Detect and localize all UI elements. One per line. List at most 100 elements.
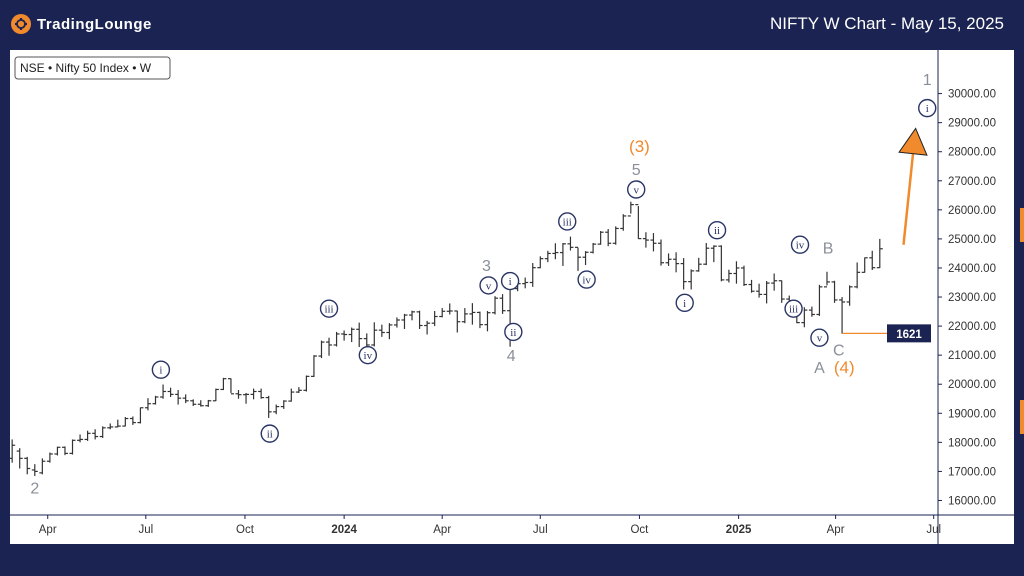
- wave-label-primary: 5: [632, 162, 641, 179]
- x-tick-label: Oct: [630, 524, 649, 536]
- ohlc-bar: [295, 387, 302, 393]
- projection-arrow-head: [898, 127, 928, 156]
- ohlc-bar: [823, 271, 830, 288]
- ohlc-bar: [265, 395, 272, 418]
- ohlc-bar: [378, 324, 385, 337]
- ohlc-bar: [122, 417, 129, 427]
- symbol-label-border: [14, 56, 171, 80]
- ohlc-bar: [280, 400, 287, 409]
- wave-label-minor: iv: [790, 235, 810, 254]
- ohlc-bar: [763, 281, 770, 304]
- ohlc-bar: [567, 236, 574, 251]
- ohlc-bar: [801, 307, 808, 328]
- wave-label-minor: i: [500, 271, 520, 291]
- ohlc-bar: [703, 242, 710, 266]
- ohlc-bar: [409, 310, 416, 321]
- ohlc-bar: [182, 394, 189, 404]
- ohlc-bar: [869, 250, 876, 271]
- ohlc-bar: [839, 297, 846, 334]
- ohlc-bar: [144, 398, 151, 411]
- ohlc-bar: [816, 284, 823, 316]
- wave-text: v: [817, 333, 823, 345]
- ohlc-bar: [31, 464, 38, 477]
- y-tick-label: 28000.00: [948, 147, 996, 159]
- side-tab-bottom: [1020, 400, 1024, 434]
- ohlc-bar: [371, 322, 378, 347]
- axes-layer: 30000.00 29000.00 28000.00 27000.00 26000.00…: [10, 50, 1014, 544]
- ohlc-bar: [401, 313, 408, 329]
- ohlc-bar: [54, 446, 61, 456]
- ohlc-bar: [808, 306, 815, 317]
- ohlc-bar: [642, 232, 649, 248]
- ohlc-bar: [854, 262, 861, 289]
- chart-title: NIFTY W Chart - May 15, 2025: [770, 14, 1004, 33]
- wave-text: ii: [714, 225, 720, 237]
- y-tick-label: 18000.00: [948, 437, 996, 449]
- ohlc-bar: [537, 256, 544, 269]
- wave-label-primary: 1: [923, 72, 932, 89]
- x-tick-label: Oct: [236, 524, 255, 536]
- ohlc-bar: [476, 311, 483, 329]
- ohlc-bar: [167, 387, 174, 398]
- ohlc-bar: [529, 263, 536, 287]
- wave-label-minor: iii: [784, 299, 803, 318]
- chart-frame: 2 i ii iii iv 3 v i ii 4 iii iv 5 v (3) i ii iii iv v A B C (4)…: [10, 50, 1014, 544]
- wave-circle: [918, 98, 937, 118]
- wave-text: i: [509, 276, 512, 288]
- ohlc-bar: [235, 390, 242, 399]
- ohlc-bar: [597, 231, 604, 245]
- ohlc-bar: [310, 355, 317, 377]
- ohlc-bar: [227, 378, 234, 395]
- ohlc-bar: [876, 238, 883, 269]
- y-tick-label: 16000.00: [948, 495, 996, 507]
- ohlc-bar: [190, 399, 197, 407]
- x-tick-label: 2025: [726, 524, 752, 536]
- ohlc-bar: [114, 419, 121, 428]
- wave-circle: [707, 220, 727, 240]
- ohlc-bar: [627, 201, 634, 217]
- wave-circle: [675, 293, 694, 313]
- wave-text: v: [486, 280, 492, 292]
- wave-circle: [151, 360, 171, 379]
- ohlc-bar: [326, 337, 333, 356]
- ohlc-bar: [243, 392, 250, 404]
- ohlc-bar: [220, 377, 227, 391]
- wave-circle: [319, 299, 339, 318]
- ohlc-bar: [846, 285, 853, 306]
- wave-text: i: [683, 298, 686, 310]
- price-bars-layer: [10, 201, 883, 477]
- ohlc-bar: [492, 296, 499, 315]
- ohlc-bar: [710, 245, 717, 263]
- ohlc-bar: [92, 429, 99, 440]
- ohlc-bar: [160, 384, 167, 399]
- wave-text: i: [926, 103, 929, 115]
- ohlc-bar: [695, 257, 702, 272]
- y-tick-label: 19000.00: [948, 408, 996, 420]
- ohlc-bar: [205, 399, 212, 407]
- ohlc-bar: [590, 242, 597, 254]
- ohlc-bar: [461, 308, 468, 324]
- ohlc-bar: [673, 252, 680, 273]
- wave-text: v: [633, 185, 639, 197]
- ohlc-bar: [778, 280, 785, 303]
- ohlc-bar: [69, 439, 76, 455]
- wave-circle: [784, 299, 803, 318]
- price-tag: 1621: [887, 324, 931, 343]
- wave-label-minor: v: [479, 276, 498, 295]
- wave-label-primary: 3: [482, 258, 491, 275]
- ohlc-bar: [688, 269, 695, 290]
- ohlc-bar: [197, 400, 204, 407]
- ohlc-bar: [393, 317, 400, 328]
- y-tick-label: 25000.00: [948, 234, 996, 246]
- x-tick-label: Jul: [138, 524, 153, 536]
- x-tick-label: Apr: [39, 524, 57, 536]
- ohlc-bar: [212, 388, 219, 402]
- ohlc-bar: [740, 265, 747, 286]
- ohlc-bar: [582, 251, 589, 266]
- ohlc-bar: [756, 283, 763, 298]
- ohlc-bar: [665, 253, 672, 266]
- ohlc-bar: [439, 308, 446, 318]
- ohlc-bar: [650, 233, 657, 252]
- wave-circle: [577, 270, 596, 289]
